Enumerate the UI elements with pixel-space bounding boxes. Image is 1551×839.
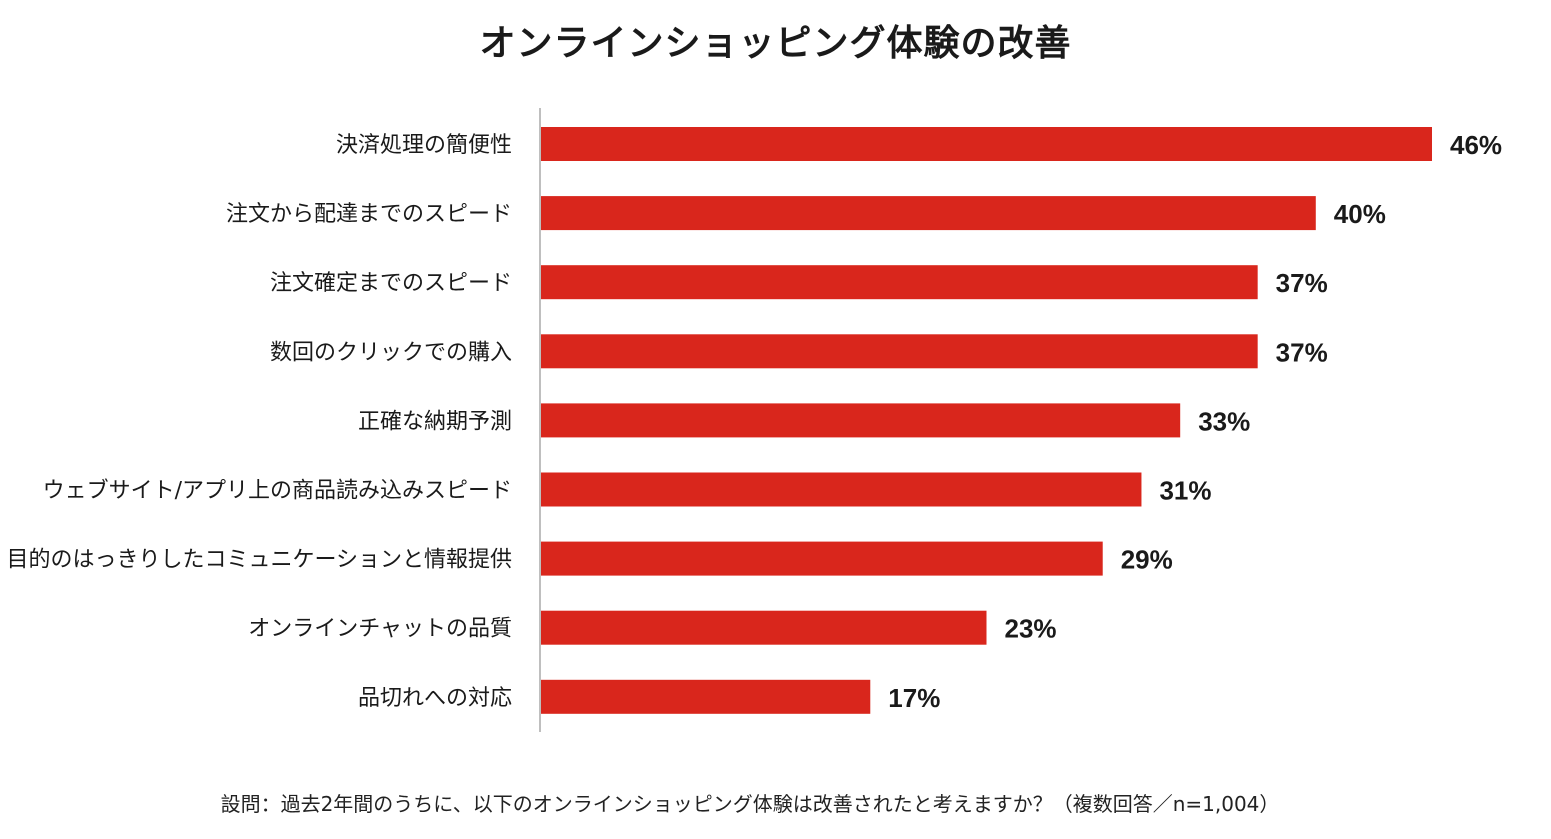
value-label: 40% xyxy=(1334,199,1386,229)
bar xyxy=(541,679,871,714)
value-label: 37% xyxy=(1276,268,1328,298)
category-label: オンラインチャットの品質 xyxy=(248,617,512,642)
value-label: 29% xyxy=(1121,545,1173,575)
value-label: 46% xyxy=(1450,130,1502,160)
category-label: 目的のはっきりしたコミュニケーションと情報提供 xyxy=(6,548,512,573)
value-label: 23% xyxy=(1005,614,1057,644)
bar xyxy=(541,196,1316,231)
value-label: 17% xyxy=(888,683,940,713)
value-label: 37% xyxy=(1276,337,1328,367)
category-label: 決済処理の簡便性 xyxy=(336,133,512,158)
footnote: 設問：過去2年間のうちに、以下のオンラインショッピング体験は改善されたと考えます… xyxy=(220,792,1280,816)
bar xyxy=(541,127,1432,161)
bar xyxy=(541,610,987,645)
category-label: ウェブサイト/アプリ上の商品読み込みスピード xyxy=(43,479,512,504)
bar xyxy=(541,265,1258,300)
category-label: 正確な納期予測 xyxy=(358,409,512,434)
bar xyxy=(541,334,1258,369)
category-label: 品切れへの対応 xyxy=(358,686,512,711)
bar xyxy=(541,541,1103,576)
chart-title: オンラインショッピング体験の改善 xyxy=(479,23,1072,64)
value-label: 31% xyxy=(1159,476,1211,506)
category-label: 注文から配達までのスピード xyxy=(226,202,512,227)
bar xyxy=(541,472,1142,507)
category-label: 注文確定までのスピード xyxy=(270,271,512,296)
value-label: 33% xyxy=(1198,406,1250,436)
category-label: 数回のクリックでの購入 xyxy=(270,340,512,365)
bar xyxy=(541,403,1181,438)
